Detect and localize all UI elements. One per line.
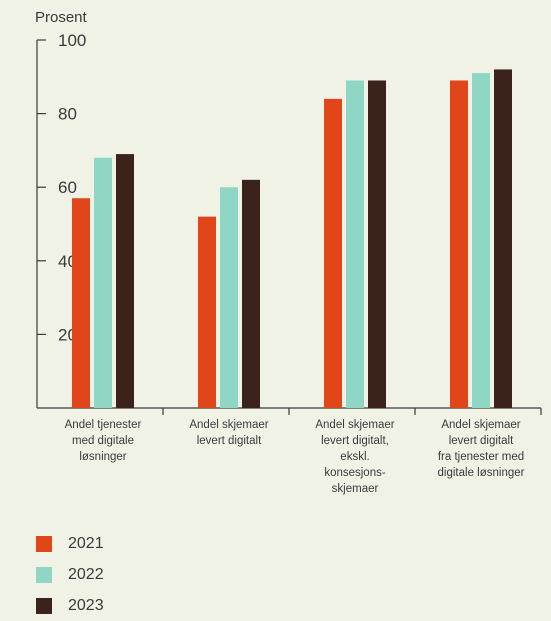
legend-item: 2023 — [36, 590, 104, 621]
legend-item: 2022 — [36, 559, 104, 590]
y-tick-label: 60 — [58, 178, 77, 197]
y-tick-label: 100 — [58, 31, 86, 50]
bar-2022 — [346, 80, 364, 408]
bar-2022 — [94, 157, 112, 408]
legend-item: 2021 — [36, 528, 104, 559]
bar-2021 — [450, 80, 468, 408]
bar-2021 — [198, 216, 216, 408]
legend-label: 2022 — [68, 565, 104, 583]
bar-2023 — [242, 179, 260, 408]
legend-label: 2023 — [68, 596, 104, 614]
bar-2021 — [324, 98, 342, 408]
bar-2022 — [472, 73, 490, 409]
bar-2022 — [220, 187, 238, 408]
x-category-label: Andel skjemaer levert digitalt, ekskl. kons… — [315, 419, 394, 495]
bar-2023 — [116, 154, 134, 408]
legend-label: 2021 — [68, 534, 104, 552]
legend-swatch — [36, 597, 52, 614]
x-category-label: Andel skjemaer levert digitalt fra tjenest… — [438, 419, 525, 479]
bar-2023 — [494, 69, 512, 408]
bar-2023 — [368, 80, 386, 408]
x-category-label: Andel skjemaer levert digitalt — [189, 419, 268, 447]
y-axis-label: Prosent — [35, 9, 88, 26]
y-tick-label: 80 — [58, 105, 77, 124]
x-category-label: Andel tjenester med digitale løsninger — [65, 419, 142, 463]
legend-swatch — [36, 535, 52, 552]
bar-2021 — [72, 198, 90, 408]
legend-swatch — [36, 566, 52, 583]
legend: 2021 2022 2023 — [36, 528, 104, 621]
